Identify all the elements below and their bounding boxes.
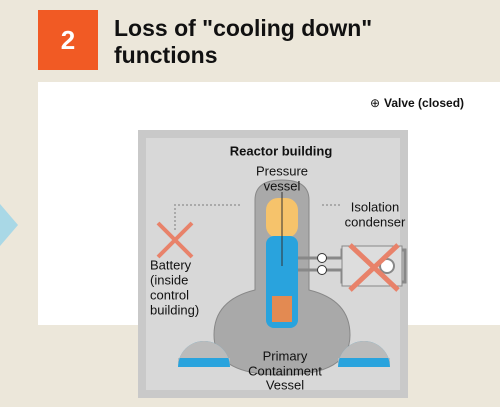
pool-top	[338, 341, 390, 367]
valve	[317, 265, 327, 275]
cable	[174, 204, 242, 230]
legend-label: Valve (closed)	[384, 96, 464, 110]
title: Loss of "cooling down"	[114, 15, 372, 41]
label: (inside	[150, 272, 188, 287]
building-title: Reactor building	[230, 143, 333, 158]
label: Primary	[263, 348, 308, 363]
label: Vessel	[266, 377, 304, 392]
legend-symbol: ⊕	[370, 96, 380, 110]
label: vessel	[264, 178, 301, 193]
number: 2	[61, 25, 75, 55]
title: functions	[114, 42, 218, 68]
label: Battery	[150, 257, 192, 272]
label: control	[150, 287, 189, 302]
valve	[317, 253, 327, 263]
label: condenser	[345, 214, 406, 229]
number-badge	[38, 10, 98, 70]
condenser-fan	[379, 258, 395, 274]
fuel	[272, 296, 292, 322]
label: Isolation	[351, 199, 399, 214]
failure-x	[156, 221, 194, 259]
pool-top	[178, 341, 230, 367]
label: building)	[150, 302, 199, 317]
failure-x	[348, 243, 400, 292]
label: Pressure	[256, 163, 308, 178]
label: Containment	[248, 363, 322, 378]
arrow	[0, 204, 18, 246]
